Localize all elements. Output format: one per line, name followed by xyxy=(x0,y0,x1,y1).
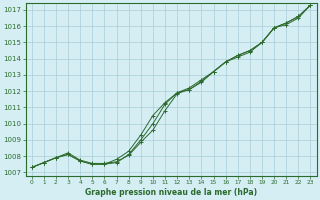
X-axis label: Graphe pression niveau de la mer (hPa): Graphe pression niveau de la mer (hPa) xyxy=(85,188,257,197)
